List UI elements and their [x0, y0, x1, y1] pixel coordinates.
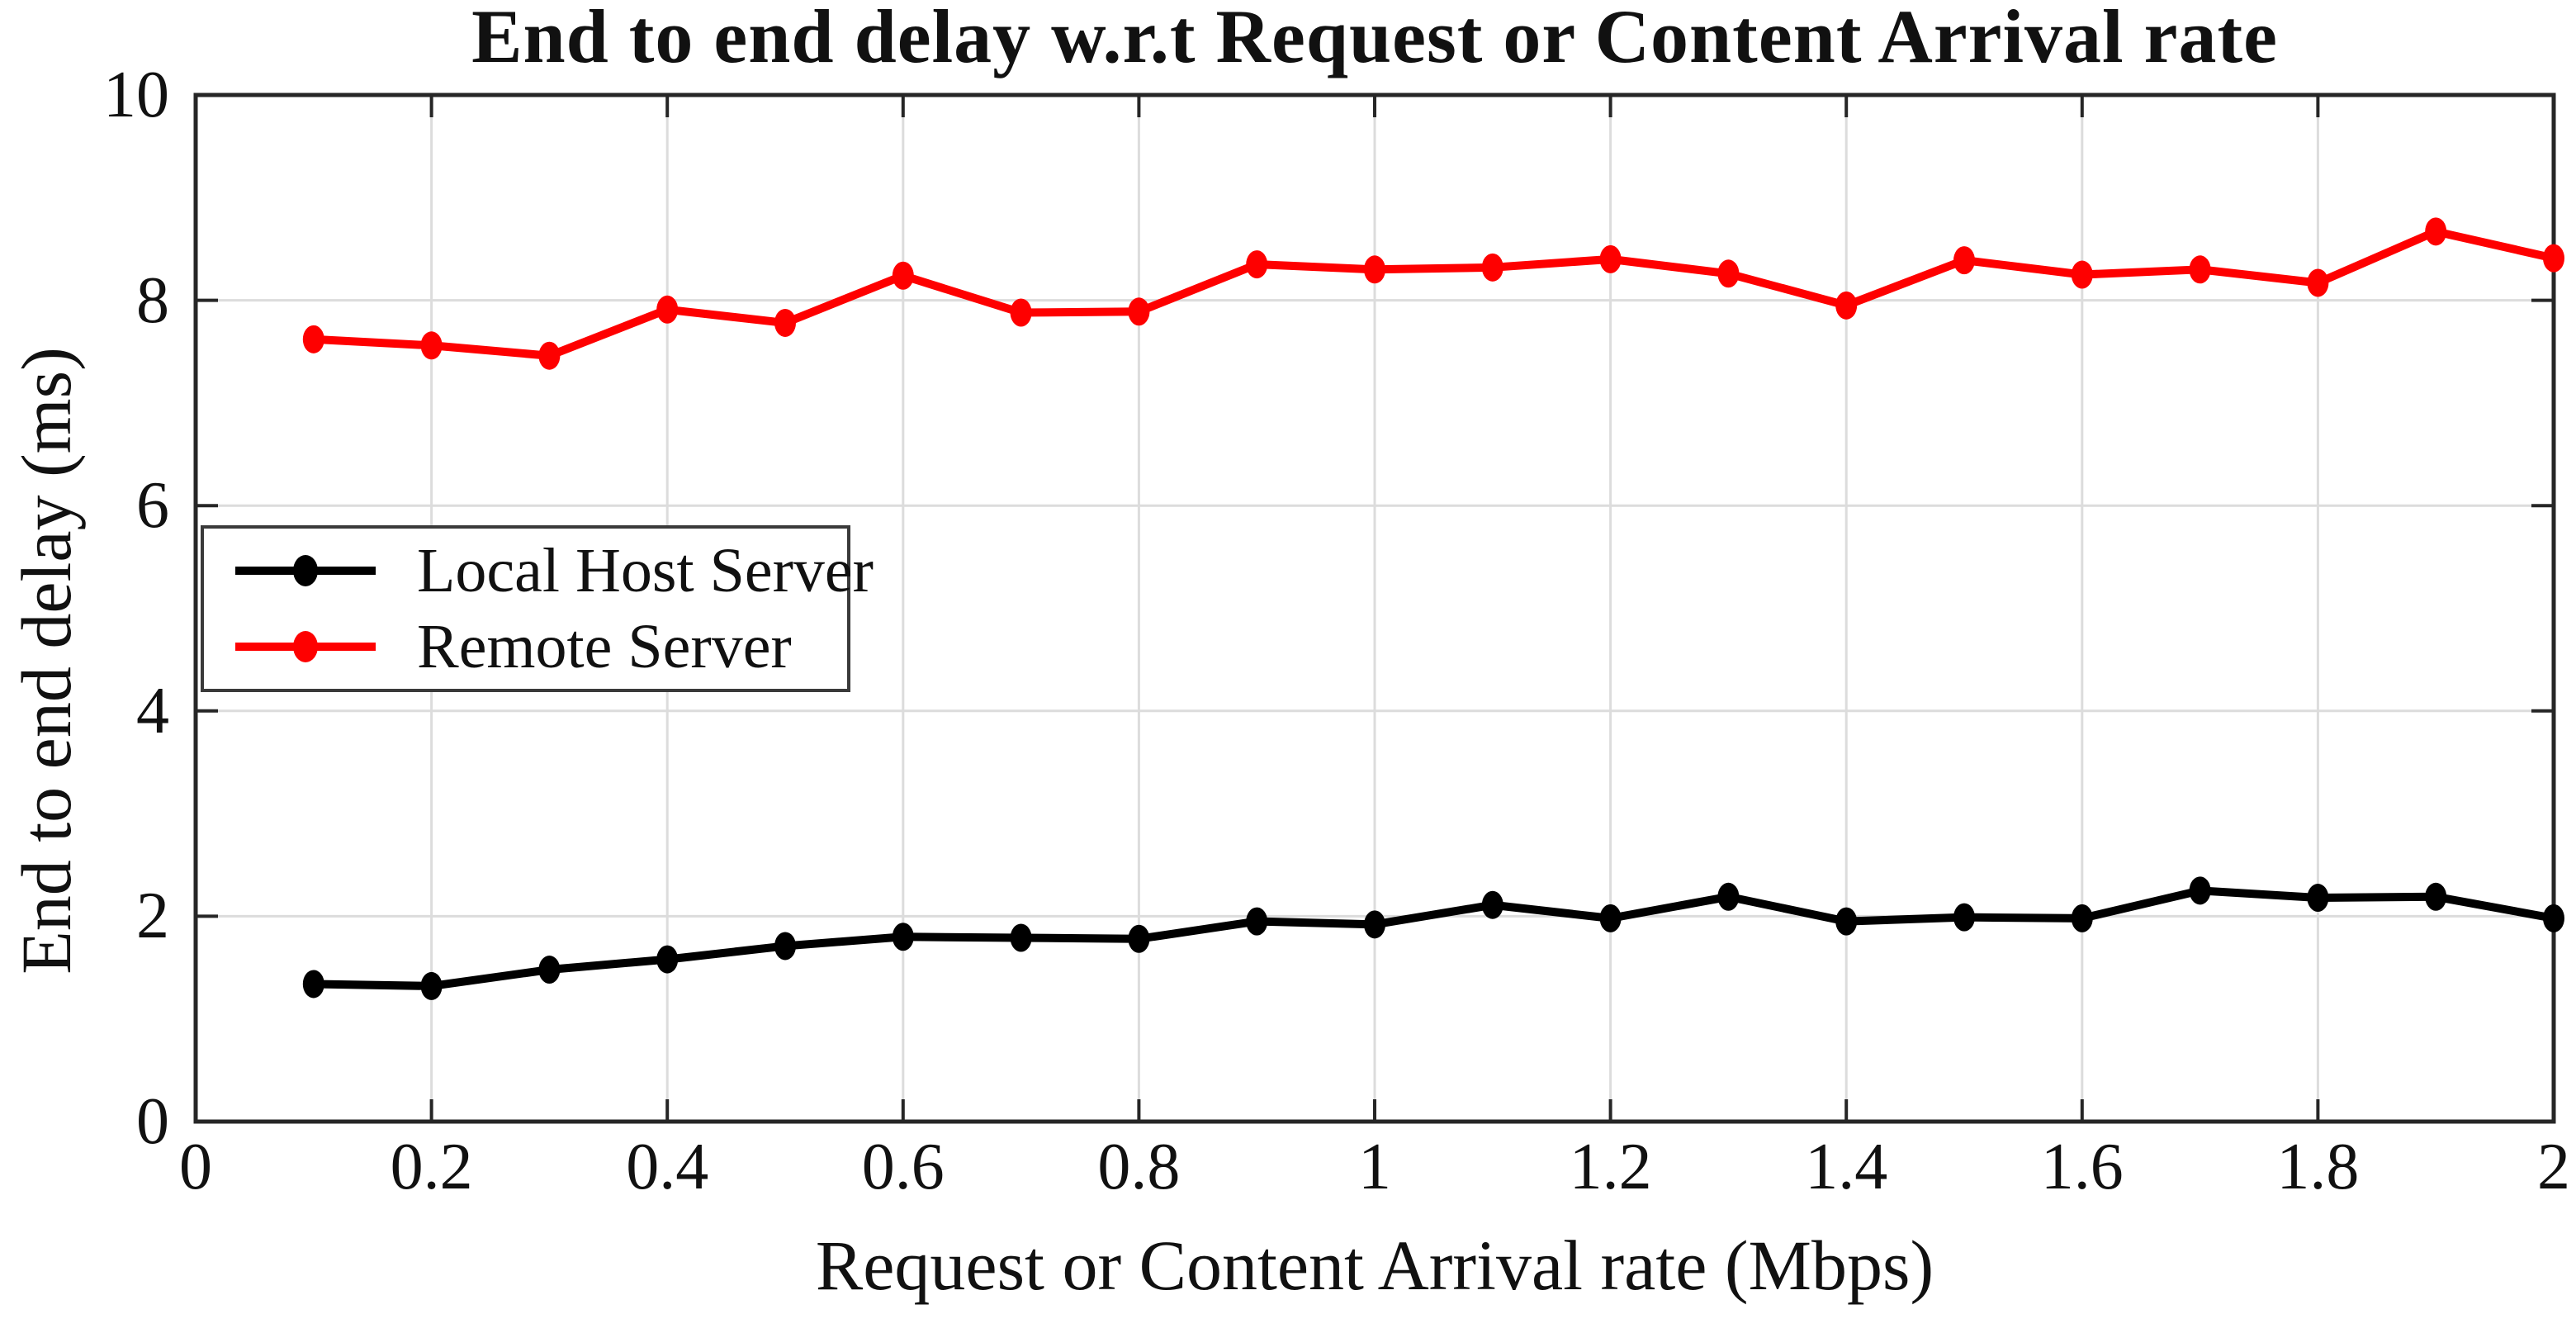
data-point-marker-local-host-server — [892, 923, 914, 951]
data-point-marker-local-host-server — [2189, 876, 2211, 905]
x-tick-label: 0.4 — [626, 1131, 709, 1203]
data-point-marker-local-host-server — [1246, 907, 1268, 936]
data-point-marker-remote-server — [1128, 297, 1150, 326]
data-point-marker-remote-server — [2071, 260, 2093, 289]
x-tick-label: 0 — [179, 1131, 212, 1203]
data-point-marker-remote-server — [2189, 255, 2211, 284]
data-point-marker-local-host-server — [2071, 904, 2093, 932]
data-point-marker-remote-server — [1246, 250, 1268, 279]
data-point-marker-remote-server — [420, 331, 443, 360]
legend-label: Local Host Server — [417, 536, 874, 606]
data-point-marker-local-host-server — [1599, 904, 1622, 932]
x-tick-label: 1 — [1358, 1131, 1391, 1203]
data-point-marker-remote-server — [1481, 253, 1503, 282]
y-axis-label: End to end delay (ms) — [7, 347, 86, 975]
data-point-marker-local-host-server — [420, 971, 443, 1000]
data-point-marker-remote-server — [302, 325, 324, 353]
chart-title: End to end delay w.r.t Request or Conten… — [471, 0, 2278, 78]
data-point-marker-local-host-server — [1953, 903, 1975, 932]
data-point-marker-local-host-server — [1835, 907, 1858, 936]
data-point-marker-local-host-server — [302, 970, 324, 999]
x-tick-label: 1.4 — [1805, 1131, 1888, 1203]
x-tick-label: 0.2 — [390, 1131, 473, 1203]
y-tick-label: 0 — [136, 1085, 169, 1158]
legend: Local Host Server Remote Server — [201, 525, 874, 692]
data-point-marker-remote-server — [892, 261, 914, 290]
legend-line-sample-red — [235, 630, 376, 662]
data-point-marker-local-host-server — [1364, 910, 1385, 939]
data-point-marker-remote-server — [1599, 244, 1622, 273]
data-point-marker-remote-server — [656, 295, 679, 324]
x-tick-label: 1.8 — [2276, 1131, 2360, 1203]
legend-line-sample-black — [235, 555, 376, 587]
data-point-marker-local-host-server — [538, 956, 561, 984]
y-tick-label: 2 — [136, 880, 169, 953]
y-tick-label: 4 — [136, 674, 169, 747]
data-point-marker-local-host-server — [656, 945, 679, 974]
x-tick-label: 1.2 — [1569, 1131, 1652, 1203]
data-point-marker-local-host-server — [2425, 882, 2447, 911]
data-point-marker-remote-server — [538, 341, 561, 370]
data-point-marker-local-host-server — [1717, 882, 1740, 911]
data-point-marker-remote-server — [1953, 246, 1975, 275]
legend-marker-dot-icon — [293, 555, 318, 587]
legend-item-remote-server: Remote Server — [204, 614, 847, 680]
data-point-marker-remote-server — [2425, 217, 2447, 246]
x-axis-label: Request or Content Arrival rate (Mbps) — [815, 1226, 1934, 1305]
series-line-remote-server — [313, 227, 2555, 360]
data-point-marker-local-host-server — [1481, 890, 1503, 919]
data-point-marker-remote-server — [2307, 268, 2329, 297]
data-point-marker-remote-server — [1717, 259, 1740, 288]
data-point-marker-remote-server — [1010, 298, 1032, 327]
data-point-marker-local-host-server — [774, 932, 796, 961]
legend-marker-dot-icon — [293, 630, 318, 662]
x-tick-label: 2 — [2537, 1131, 2570, 1203]
series-line-local-host-server — [313, 886, 2555, 990]
data-point-marker-remote-server — [2543, 244, 2564, 273]
data-point-marker-remote-server — [1835, 291, 1858, 320]
data-point-marker-local-host-server — [2543, 904, 2564, 932]
x-tick-label: 0.6 — [861, 1131, 945, 1203]
data-point-marker-remote-server — [774, 308, 796, 337]
x-tick-label: 0.8 — [1097, 1131, 1181, 1203]
data-point-marker-remote-server — [1364, 255, 1385, 284]
y-tick-label: 6 — [136, 469, 169, 543]
legend-item-local-host-server: Local Host Server — [204, 538, 874, 604]
data-point-marker-local-host-server — [1010, 923, 1032, 952]
x-tick-label: 1.6 — [2040, 1131, 2124, 1203]
data-point-marker-local-host-server — [2307, 884, 2329, 913]
data-point-marker-local-host-server — [1128, 924, 1150, 953]
legend-label: Remote Server — [417, 611, 792, 681]
y-tick-label: 8 — [136, 263, 169, 337]
y-tick-label: 10 — [103, 59, 169, 131]
